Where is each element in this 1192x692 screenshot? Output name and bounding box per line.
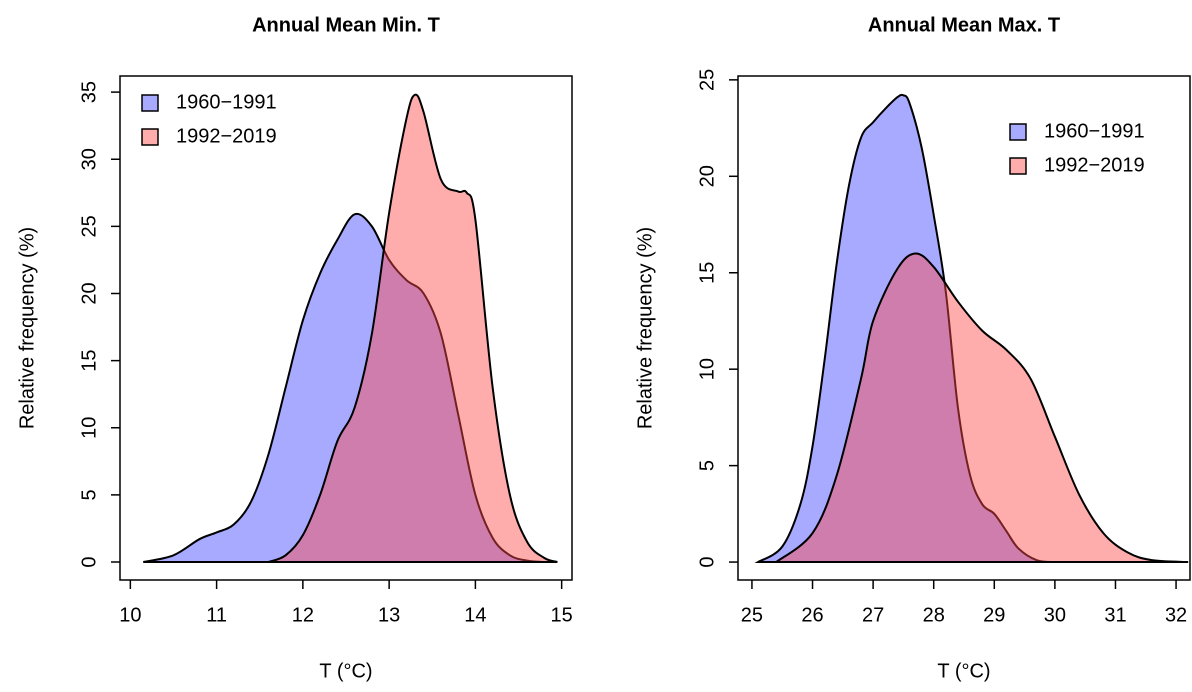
x-tick-label: 10 [119,604,141,626]
x-tick-label: 11 [206,604,227,626]
legend-swatch [1009,157,1027,175]
y-axis-label: Relative frequency (%) [16,227,38,429]
density-area [143,212,545,564]
legend-label: 1992−2019 [1044,154,1145,176]
y-tick-label: 35 [78,81,100,103]
y-tick-label: 20 [78,282,100,304]
x-tick-label: 25 [741,604,763,626]
x-tick-label: 12 [292,604,314,626]
legend-swatch [141,94,159,112]
x-tick-label: 32 [1165,604,1187,626]
x-axis-label: T (°C) [937,660,990,682]
plot-box [737,75,1191,581]
y-tick-label: 0 [78,556,100,567]
x-tick-label: 15 [551,604,573,626]
y-tick-label: 30 [78,148,100,170]
x-tick-label: 30 [1044,604,1066,626]
y-tick-label: 20 [696,165,718,187]
x-tick-label: 13 [378,604,400,626]
y-tick-label: 0 [696,556,718,567]
density-area [773,252,1189,564]
y-tick-label: 10 [78,417,100,439]
chart-title: Annual Mean Max. T [868,14,1060,36]
y-axis-label: Relative frequency (%) [634,227,656,429]
x-tick-label: 27 [862,604,884,626]
legend-label: 1960−1991 [1044,120,1145,142]
chart-title: Annual Mean Min. T [252,14,440,36]
legend-label: 1992−2019 [176,125,277,147]
legend-swatch [141,128,159,146]
density-area [268,93,558,564]
x-tick-label: 26 [801,604,823,626]
y-tick-label: 5 [696,460,718,471]
x-tick-label: 29 [983,604,1005,626]
x-axis-label: T (°C) [319,660,372,682]
x-tick-label: 14 [464,604,486,626]
legend-swatch [1009,123,1027,141]
y-tick-label: 25 [696,69,718,91]
density-area [754,93,1055,564]
y-tick-label: 15 [696,262,718,284]
legend-label: 1960−1991 [176,91,277,113]
plot-box [119,75,573,581]
x-tick-label: 28 [923,604,945,626]
y-tick-label: 5 [78,489,100,500]
x-tick-label: 31 [1104,604,1126,626]
y-tick-label: 15 [78,349,100,371]
y-tick-label: 25 [78,215,100,237]
y-tick-label: 10 [696,358,718,380]
